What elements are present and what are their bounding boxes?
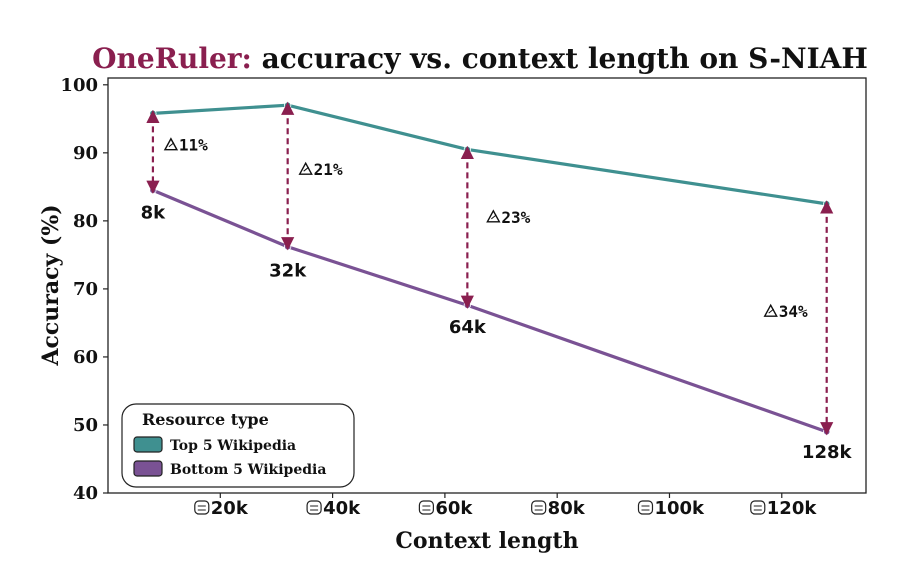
- legend-box: [121, 403, 355, 488]
- data-point: [284, 243, 292, 251]
- delta-icon: [486, 209, 501, 223]
- series-line-0: [152, 103, 827, 206]
- delta-label: 34%: [779, 302, 808, 321]
- context-label: 64k: [449, 317, 487, 338]
- x-axis-label: Context length: [395, 528, 578, 554]
- legend-item: Top 5 Wikipedia: [133, 436, 296, 454]
- context-label: 8k: [141, 202, 167, 223]
- scroll-icon: [418, 500, 434, 515]
- legend-swatch: [133, 460, 163, 477]
- y-tick-label: 60: [73, 347, 98, 368]
- scroll-icon: [194, 500, 210, 515]
- x-tick: 100k: [637, 498, 705, 519]
- data-point: [149, 186, 157, 194]
- legend-item: Bottom 5 Wikipedia: [133, 460, 326, 478]
- scroll-icon: [531, 500, 547, 515]
- x-tick-label: 60k: [435, 498, 473, 519]
- x-tick: 40k: [306, 498, 361, 519]
- data-point: [284, 101, 292, 109]
- legend-label: Bottom 5 Wikipedia: [170, 462, 326, 478]
- context-label: 32k: [269, 261, 307, 282]
- data-point: [149, 109, 157, 117]
- x-tick-label: 40k: [323, 498, 361, 519]
- point-label-group: 8k 32k 64k 128k: [141, 202, 853, 463]
- data-point: [823, 200, 831, 208]
- delta-icon: [763, 303, 778, 317]
- x-tick-label: 20k: [211, 498, 249, 519]
- y-tick-label: 90: [73, 143, 98, 164]
- data-point: [463, 301, 471, 309]
- y-tick-label: 40: [73, 483, 98, 504]
- scroll-icon: [637, 500, 654, 515]
- y-tick-label: 70: [73, 279, 98, 300]
- legend: Resource type Top 5 Wikipedia Bottom 5 Wi…: [121, 403, 355, 488]
- chart-title: OneRuler: accuracy vs. context length on…: [92, 42, 868, 75]
- chart-title-brand: OneRuler:: [92, 42, 252, 75]
- plot-area: [107, 77, 867, 494]
- y-tick-label: 50: [73, 415, 98, 436]
- x-tick: 20k: [194, 498, 249, 519]
- x-tick: 80k: [531, 498, 586, 519]
- x-tick: 60k: [418, 498, 473, 519]
- x-tick: 120k: [750, 498, 818, 519]
- data-point: [823, 428, 831, 436]
- legend-title: Resource type: [142, 410, 269, 429]
- y-axis: 40 50 60 70 80 90 100: [60, 75, 108, 504]
- x-tick-label: 120k: [767, 498, 818, 519]
- delta-label: 11%: [179, 136, 208, 155]
- context-label: 128k: [802, 442, 853, 463]
- x-tick-label: 80k: [548, 498, 586, 519]
- delta-annotation: 23%: [486, 208, 531, 227]
- series-group: [149, 101, 831, 436]
- scroll-icon: [750, 500, 766, 515]
- series-line-1: [152, 188, 828, 434]
- delta-annotation: 34%: [763, 302, 808, 321]
- chart-title-rest: accuracy vs. context length on S-NIAH: [252, 42, 868, 75]
- y-tick-label: 100: [60, 75, 98, 96]
- y-tick-label: 80: [73, 211, 98, 232]
- delta-icon: [298, 161, 313, 175]
- data-point: [463, 145, 471, 154]
- legend-label: Top 5 Wikipedia: [170, 438, 296, 454]
- delta-label: 23%: [501, 208, 530, 227]
- delta-group: 11% 21% 23% 34%: [146, 101, 834, 436]
- x-axis: 20k 40k 60k 80k 100k 120k: [194, 493, 818, 519]
- delta-annotation: 11%: [163, 136, 208, 155]
- delta-label: 21%: [314, 160, 343, 179]
- legend-swatch: [133, 436, 163, 453]
- scroll-icon: [306, 500, 322, 515]
- delta-annotation: 21%: [298, 160, 343, 179]
- x-tick-label: 100k: [654, 498, 705, 519]
- delta-icon: [163, 137, 179, 151]
- y-axis-label: Accuracy (%): [38, 204, 64, 366]
